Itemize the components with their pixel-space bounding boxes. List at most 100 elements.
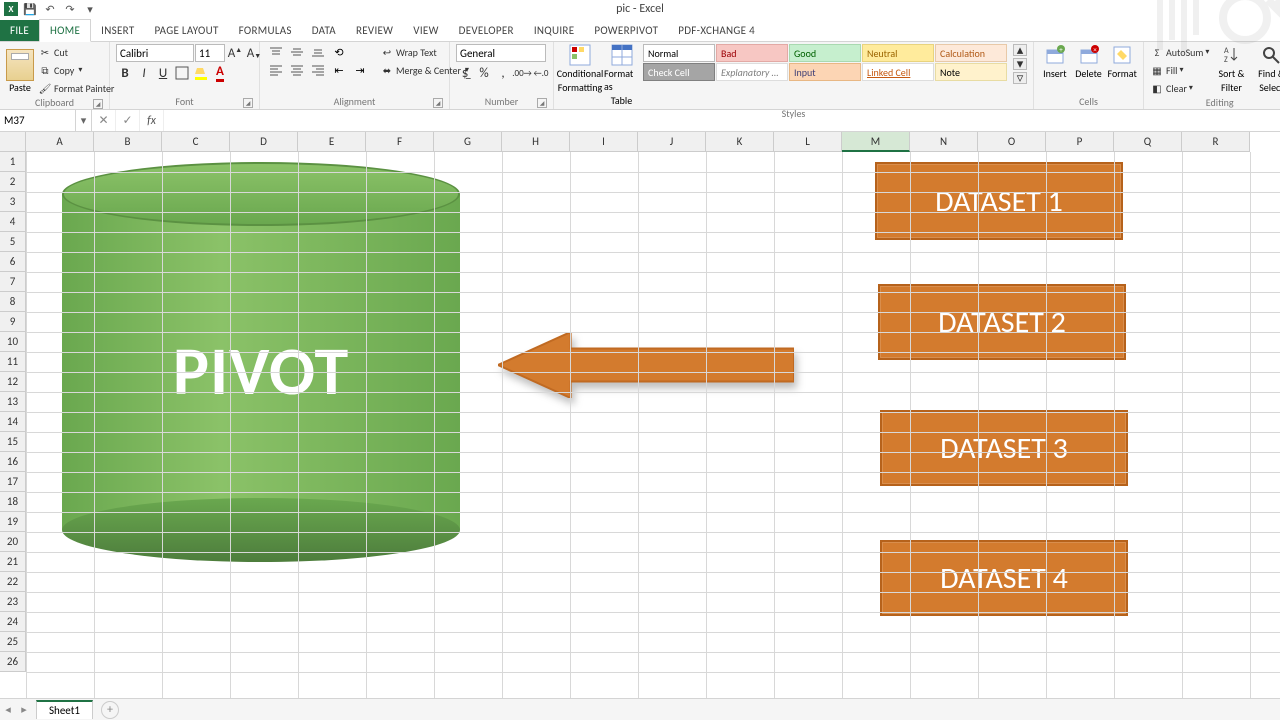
font-name-select[interactable] <box>116 44 194 62</box>
column-header-N[interactable]: N <box>910 132 978 152</box>
row-header-25[interactable]: 25 <box>0 632 26 652</box>
gallery-more-button[interactable]: ▿ <box>1013 72 1027 84</box>
number-format-select[interactable] <box>456 44 546 62</box>
column-header-E[interactable]: E <box>298 132 366 152</box>
align-right-button[interactable] <box>308 62 328 78</box>
row-header-15[interactable]: 15 <box>0 432 26 452</box>
row-header-3[interactable]: 3 <box>0 192 26 212</box>
dialog-launcher-alignment[interactable]: ◢ <box>433 98 443 108</box>
row-header-2[interactable]: 2 <box>0 172 26 192</box>
tab-insert[interactable]: INSERT <box>91 20 144 41</box>
tab-file[interactable]: FILE <box>0 20 39 41</box>
tab-data[interactable]: DATA <box>302 20 346 41</box>
row-header-22[interactable]: 22 <box>0 572 26 592</box>
qat-customize-button[interactable]: ▾ <box>82 1 98 17</box>
add-sheet-button[interactable]: + <box>101 701 119 719</box>
select-all-corner[interactable] <box>0 132 26 152</box>
column-header-A[interactable]: A <box>26 132 94 152</box>
column-header-M[interactable]: M <box>842 132 910 152</box>
orientation-button[interactable]: ⟲ <box>329 44 349 60</box>
name-box-dropdown[interactable]: ▾ <box>76 110 92 131</box>
sort-filter-button[interactable]: AZSort &Filter <box>1213 44 1249 94</box>
align-left-button[interactable] <box>266 62 286 78</box>
cut-button[interactable]: ✂Cut <box>38 44 114 60</box>
column-header-R[interactable]: R <box>1182 132 1250 152</box>
column-header-H[interactable]: H <box>502 132 570 152</box>
row-header-6[interactable]: 6 <box>0 252 26 272</box>
insert-function-button[interactable]: fx <box>140 110 164 131</box>
column-header-J[interactable]: J <box>638 132 706 152</box>
copy-button[interactable]: ⧉Copy▾ <box>38 62 114 78</box>
dialog-launcher-number[interactable]: ◢ <box>537 98 547 108</box>
align-bottom-button[interactable] <box>308 44 328 60</box>
row-header-12[interactable]: 12 <box>0 372 26 392</box>
qat-undo-button[interactable]: ↶ <box>42 1 58 17</box>
column-header-D[interactable]: D <box>230 132 298 152</box>
column-header-L[interactable]: L <box>774 132 842 152</box>
cancel-formula-button[interactable]: ✕ <box>92 110 116 131</box>
row-header-19[interactable]: 19 <box>0 512 26 532</box>
cell-style-normal[interactable]: Normal <box>643 44 715 62</box>
clear-button[interactable]: ◧Clear▾ <box>1150 80 1209 96</box>
cell-styles-gallery[interactable]: NormalBadGoodNeutralCalculationCheck Cel… <box>643 44 1007 81</box>
row-header-26[interactable]: 26 <box>0 652 26 672</box>
find-select-button[interactable]: Find &Select <box>1253 44 1280 94</box>
tab-developer[interactable]: DEVELOPER <box>449 20 524 41</box>
worksheet-grid[interactable]: ABCDEFGHIJKLMNOPQR PIVOTDATASET 1DATASET… <box>0 132 1280 698</box>
align-middle-button[interactable] <box>287 44 307 60</box>
increase-font-button[interactable]: A▲ <box>226 44 244 62</box>
row-header-8[interactable]: 8 <box>0 292 26 312</box>
column-header-K[interactable]: K <box>706 132 774 152</box>
row-header-18[interactable]: 18 <box>0 492 26 512</box>
sheet-nav-prev[interactable]: ◂ <box>0 701 16 719</box>
row-header-11[interactable]: 11 <box>0 352 26 372</box>
font-size-select[interactable] <box>195 44 225 62</box>
accounting-format-button[interactable]: $̲ <box>456 64 474 82</box>
cell-style-linked-cell[interactable]: Linked Cell <box>862 63 934 81</box>
row-header-4[interactable]: 4 <box>0 212 26 232</box>
column-header-I[interactable]: I <box>570 132 638 152</box>
row-header-23[interactable]: 23 <box>0 592 26 612</box>
qat-redo-button[interactable]: ↷ <box>62 1 78 17</box>
row-header-10[interactable]: 10 <box>0 332 26 352</box>
format-as-table-button[interactable]: Format asTable <box>604 44 639 107</box>
column-header-O[interactable]: O <box>978 132 1046 152</box>
qat-save-button[interactable]: 💾 <box>22 1 38 17</box>
decrease-decimal-button[interactable]: ←.0 <box>532 64 550 82</box>
tab-pdf-xchange-4[interactable]: PDF-XChange 4 <box>668 20 765 41</box>
row-header-13[interactable]: 13 <box>0 392 26 412</box>
format-cells-button[interactable]: Format <box>1107 44 1137 80</box>
cell-style-calculation[interactable]: Calculation <box>935 44 1007 62</box>
row-header-20[interactable]: 20 <box>0 532 26 552</box>
sheet-tab-active[interactable]: Sheet1 <box>36 700 93 719</box>
cell-style-check-cell[interactable]: Check Cell <box>643 63 715 81</box>
dialog-launcher-font[interactable]: ◢ <box>243 98 253 108</box>
row-header-14[interactable]: 14 <box>0 412 26 432</box>
autosum-button[interactable]: ΣAutoSum▾ <box>1150 44 1209 60</box>
row-header-24[interactable]: 24 <box>0 612 26 632</box>
cell-style-input[interactable]: Input <box>789 63 861 81</box>
sheet-nav-next[interactable]: ▸ <box>16 701 32 719</box>
percent-button[interactable]: % <box>475 64 493 82</box>
dialog-launcher-clipboard[interactable]: ◢ <box>93 99 103 109</box>
dataset-box-1[interactable]: DATASET 1 <box>875 162 1123 240</box>
tab-powerpivot[interactable]: POWERPIVOT <box>584 20 668 41</box>
cylinder-shape[interactable]: PIVOT <box>62 162 460 562</box>
tab-formulas[interactable]: FORMULAS <box>229 20 302 41</box>
cell-style-good[interactable]: Good <box>789 44 861 62</box>
border-button[interactable] <box>173 64 191 82</box>
row-header-21[interactable]: 21 <box>0 552 26 572</box>
row-header-16[interactable]: 16 <box>0 452 26 472</box>
conditional-formatting-button[interactable]: ConditionalFormatting <box>560 44 600 94</box>
arrow-shape[interactable] <box>498 332 794 398</box>
bold-button[interactable]: B <box>116 64 134 82</box>
dataset-box-3[interactable]: DATASET 3 <box>880 410 1128 486</box>
row-header-7[interactable]: 7 <box>0 272 26 292</box>
row-header-1[interactable]: 1 <box>0 152 26 172</box>
tab-view[interactable]: VIEW <box>403 20 448 41</box>
cell-style-neutral[interactable]: Neutral <box>862 44 934 62</box>
format-painter-button[interactable]: 🖌Format Painter <box>38 80 114 96</box>
fill-button[interactable]: ▦Fill▾ <box>1150 62 1209 78</box>
row-header-5[interactable]: 5 <box>0 232 26 252</box>
cell-style-explanatory-[interactable]: Explanatory … <box>716 63 788 81</box>
